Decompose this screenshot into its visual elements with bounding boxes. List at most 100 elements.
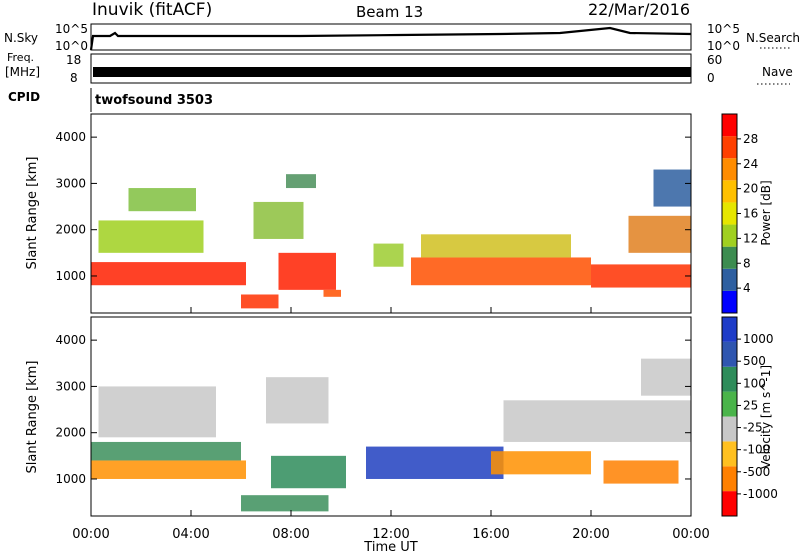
- heatmap-band: [653, 169, 691, 207]
- x-tick-label: 00:00: [72, 527, 109, 542]
- colorbar-tick-label: 20: [743, 182, 758, 196]
- heatmap-band: [421, 234, 571, 258]
- x-tick-label: 00:00: [672, 527, 709, 542]
- heatmap-band: [253, 201, 304, 239]
- colorbar-segment: [722, 158, 737, 181]
- velocity-colorbar-label: Velocity [m s^-1]: [759, 365, 773, 469]
- y-tick-label: 1000: [55, 269, 86, 283]
- nsearch-label: N.Search: [746, 31, 800, 45]
- heatmap-band: [366, 446, 504, 479]
- x-axis-label: Time UT: [363, 540, 417, 554]
- nsearch-tick-bottom: 10^0: [707, 39, 740, 53]
- colorbar-segment: [722, 491, 737, 516]
- heatmap-band: [641, 358, 691, 396]
- colorbar-tick-label: 28: [743, 132, 758, 146]
- velocity-heatmap: [91, 358, 691, 512]
- heatmap-band: [411, 257, 591, 286]
- cpid-value: twofsound 3503: [95, 93, 213, 108]
- nave-label: Nave: [762, 65, 793, 79]
- velocity-y-ticks: 1000 2000 3000 4000: [55, 333, 691, 486]
- heatmap-band: [98, 220, 204, 253]
- heatmap-band: [286, 174, 316, 189]
- y-tick-label: 4000: [55, 130, 86, 144]
- heatmap-band: [128, 188, 196, 212]
- heatmap-band: [91, 262, 246, 286]
- colorbar-tick-label: 100: [743, 376, 766, 390]
- colorbar-tick-label: 16: [743, 207, 758, 221]
- colorbar-segment: [722, 317, 737, 342]
- colorbar-segment: [722, 290, 737, 313]
- nave-tick-top: 60: [707, 53, 722, 67]
- heatmap-band: [278, 252, 336, 290]
- colorbar-segment: [722, 202, 737, 225]
- heatmap-band: [98, 386, 216, 438]
- colorbar-segment: [722, 366, 737, 392]
- x-tick-label: 16:00: [472, 527, 509, 542]
- freq-nave-trace: [93, 67, 691, 77]
- freq-unit: [MHz]: [5, 65, 40, 79]
- heatmap-band: [503, 400, 691, 442]
- heatmap-band: [266, 377, 329, 424]
- time-axis-ticks: 00:00 04:00 08:00 12:00 16:00 20:00 00:00: [72, 307, 710, 542]
- colorbar-segment: [722, 441, 737, 467]
- heatmap-band: [271, 455, 346, 489]
- heatmap-band: [603, 460, 679, 484]
- colorbar-segment: [722, 341, 737, 367]
- y-tick-label: 2000: [55, 426, 86, 440]
- power-ylabel: Slant Range [km]: [25, 157, 40, 270]
- x-tick-label: 08:00: [272, 527, 309, 542]
- colorbar-segment: [722, 180, 737, 203]
- colorbar-segment: [722, 416, 737, 442]
- y-tick-label: 3000: [55, 379, 86, 393]
- colorbar-segment: [722, 246, 737, 269]
- colorbar-tick-label: 500: [743, 354, 766, 368]
- colorbar-tick-label: 1000: [743, 332, 774, 346]
- colorbar-tick-label: -500: [743, 465, 770, 479]
- velocity-ylabel: Slant Range [km]: [25, 361, 40, 474]
- nsearch-tick-top: 10^5: [707, 22, 740, 36]
- power-colorbar-label: Power [dB]: [759, 180, 773, 245]
- colorbar-segment: [722, 391, 737, 417]
- heatmap-band: [373, 243, 404, 267]
- x-tick-label: 20:00: [572, 527, 609, 542]
- colorbar-segment: [722, 136, 737, 159]
- colorbar-tick-label: 24: [743, 157, 758, 171]
- freq-label: Freq.: [7, 51, 34, 64]
- nave-tick-bottom: 0: [707, 71, 715, 85]
- nsky-tick-top: 10^5: [55, 22, 88, 36]
- colorbar-segment: [722, 114, 737, 137]
- y-tick-label: 3000: [55, 176, 86, 190]
- beam-title: Beam 13: [356, 3, 423, 21]
- colorbar-tick-label: -1000: [743, 487, 778, 501]
- colorbar-tick-label: -100: [743, 443, 770, 457]
- colorbar-tick-label: 12: [743, 231, 758, 245]
- colorbar-segment: [722, 466, 737, 492]
- velocity-colorbar: 1000 500 100 25 -25 -100 -500 -1000: [721, 316, 778, 517]
- colorbar-tick-label: -25: [743, 421, 763, 435]
- colorbar-segment: [722, 224, 737, 247]
- freq-tick-bottom: 8: [70, 71, 78, 85]
- x-tick-label: 04:00: [172, 527, 209, 542]
- nsky-tick-bottom: 10^0: [55, 39, 88, 53]
- power-y-ticks: 1000 2000 3000 4000: [55, 130, 691, 283]
- colorbar-frame: [721, 316, 738, 517]
- y-tick-label: 1000: [55, 472, 86, 486]
- heatmap-band: [491, 451, 591, 475]
- y-tick-label: 4000: [55, 333, 86, 347]
- x-tick-label: 12:00: [372, 527, 409, 542]
- colorbar-segment: [722, 268, 737, 291]
- date-title: 22/Mar/2016: [588, 0, 690, 19]
- heatmap-band: [323, 289, 341, 297]
- nsky-label: N.Sky: [4, 31, 38, 45]
- heatmap-band: [591, 264, 691, 288]
- nsky-trace: [89, 26, 692, 51]
- heatmap-band: [91, 441, 241, 461]
- nsky-panel: [90, 23, 692, 51]
- heatmap-band: [91, 460, 246, 479]
- power-colorbar: 28 24 20 16 12 8 4: [721, 113, 758, 314]
- freq-tick-top: 18: [66, 53, 81, 67]
- colorbar-tick-label: 8: [743, 256, 751, 270]
- colorbar-tick-label: 25: [743, 398, 758, 412]
- colorbar-tick-label: 4: [743, 281, 751, 295]
